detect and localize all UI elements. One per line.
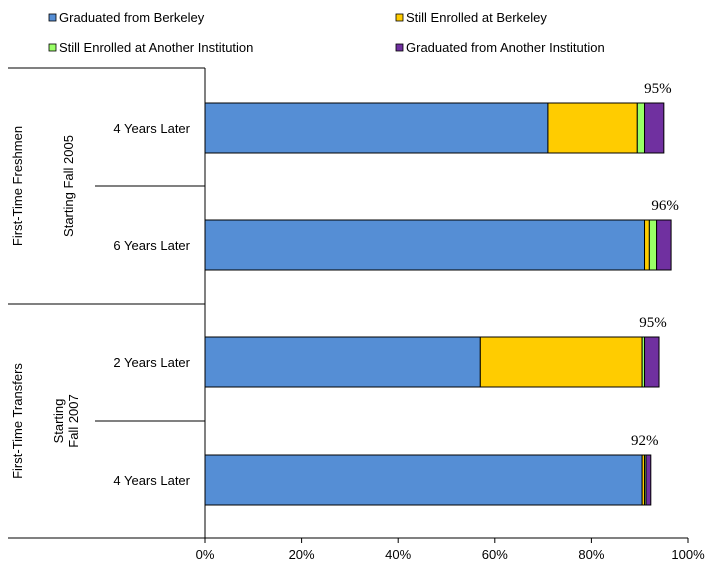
x-tick-label: 80%: [578, 547, 604, 562]
x-tick-label: 0%: [196, 547, 215, 562]
bar-segment: [648, 219, 658, 271]
legend-swatch: [48, 13, 57, 22]
total-label: 95%: [644, 81, 672, 97]
group-label: First-Time Freshmen: [10, 126, 25, 246]
group-sublabel: Starting: [51, 399, 66, 444]
x-tick-label: 60%: [482, 547, 508, 562]
total-label: 95%: [639, 315, 667, 331]
bar-segment: [204, 219, 646, 271]
bar-segment: [204, 102, 549, 154]
legend-label: Still Enrolled at Berkeley: [406, 10, 547, 25]
bar-segment: [644, 102, 665, 154]
bar-segment: [645, 454, 652, 506]
x-tick-label: 20%: [289, 547, 315, 562]
category-label: 2 Years Later: [113, 355, 190, 370]
bar-segment: [644, 336, 660, 388]
x-tick-label: 40%: [385, 547, 411, 562]
category-label: 6 Years Later: [113, 238, 190, 253]
group-label: First-Time Transfers: [10, 363, 25, 479]
bar-segment: [204, 336, 481, 388]
bar-segment: [204, 454, 643, 506]
bar-segment: [644, 219, 650, 271]
total-label: 96%: [651, 198, 679, 214]
bar-segment: [479, 336, 643, 388]
category-label: 4 Years Later: [113, 121, 190, 136]
legend-swatch: [48, 43, 57, 52]
bar-segment: [636, 102, 646, 154]
legend-label: Graduated from Berkeley: [59, 10, 205, 25]
category-label: 4 Years Later: [113, 473, 190, 488]
group-sublabel: Fall 2007: [66, 394, 81, 447]
legend-swatch: [395, 43, 404, 52]
legend-label: Still Enrolled at Another Institution: [59, 40, 253, 55]
x-tick-label: 100%: [671, 547, 705, 562]
legend-label: Graduated from Another Institution: [406, 40, 605, 55]
bar-segment: [547, 102, 638, 154]
total-label: 92%: [631, 433, 659, 449]
group-sublabel: Starting Fall 2005: [61, 135, 76, 237]
bar-segment: [656, 219, 672, 271]
legend-swatch: [395, 13, 404, 22]
